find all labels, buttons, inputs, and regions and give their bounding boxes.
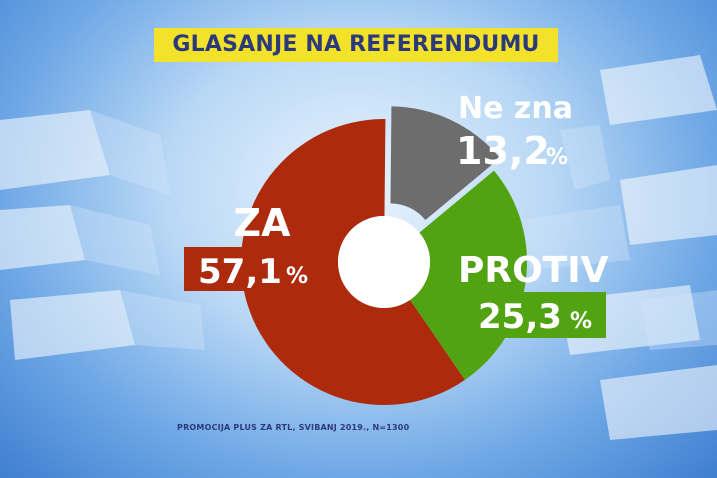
label-protiv-unit: %: [570, 309, 592, 334]
label-protiv-box: [470, 292, 606, 338]
label-za-unit: %: [286, 264, 308, 289]
label-za-value: 57,1: [198, 252, 282, 292]
label-nezna-name: Ne zna: [458, 91, 573, 126]
label-protiv-value: 25,3: [478, 297, 562, 337]
label-za-box: [184, 247, 324, 291]
chart-title: GLASANJE NA REFERENDUMU: [154, 28, 558, 62]
source-note: PROMOCIJA PLUS ZA RTL, SVIBANJ 2019., N=…: [177, 423, 410, 432]
donut-hole: [338, 216, 430, 308]
slice-ne-zna: [390, 106, 501, 220]
label-nezna-value: 13,2: [456, 129, 550, 173]
label-za-name: ZA: [234, 201, 292, 245]
label-protiv-name: PROTIV: [458, 250, 609, 291]
slice-za: [241, 118, 465, 405]
label-nezna-unit: %: [546, 145, 568, 170]
